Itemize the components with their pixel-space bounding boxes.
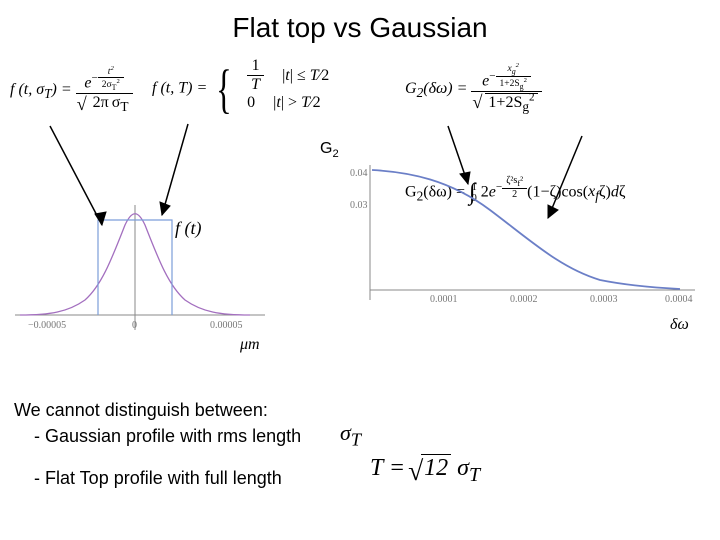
page-title: Flat top vs Gaussian xyxy=(0,12,720,44)
left-xlabel: μm xyxy=(240,336,260,354)
right-xtick-1: 0.0002 xyxy=(510,294,538,305)
left-xtick-2: 0.00005 xyxy=(210,320,243,331)
right-xtick-3: 0.0004 xyxy=(665,294,693,305)
conclusion-line3: - Flat Top profile with full length xyxy=(14,468,282,489)
formula-g2-gaussian: G2(δω) = e−xg21+2Sg2 1+2Sg2 xyxy=(405,62,542,116)
formula-gaussian-time: f (t, σT) = e−t22σT2 2πσT xyxy=(10,65,133,115)
ft-label: f (t) xyxy=(175,218,202,239)
g2-exponent: −xg21+2Sg2 xyxy=(489,70,531,82)
gaussian-denominator: 2πσT xyxy=(76,94,133,115)
g2-label: G2 xyxy=(320,140,339,160)
right-xlabel: δω xyxy=(670,316,689,334)
brace-icon: { xyxy=(216,62,232,116)
arrow-to-rect xyxy=(150,120,210,220)
formula-lhs: f (t, σT) = xyxy=(10,81,72,98)
arrow-to-gaussian xyxy=(40,120,140,240)
T-equation: T = 12 σT xyxy=(370,455,480,487)
left-xtick-0: −0.00005 xyxy=(28,320,66,331)
right-xtick-2: 0.0003 xyxy=(590,294,618,305)
gaussian-exponent: −t22σT2 xyxy=(91,72,123,84)
right-ytick-0: 0.04 xyxy=(350,168,368,179)
formula-lhs: f (t, T) = xyxy=(152,80,207,97)
formula-flattop-time: f (t, T) = { 1T|t| ≤ T⁄20|t| > T⁄2 xyxy=(152,62,329,116)
left-xtick-1: 0 xyxy=(132,320,137,331)
formula-lhs: G2(δω) = xyxy=(405,80,467,97)
conclusion-line2: - Gaussian profile with rms length xyxy=(14,426,301,447)
arrow-right-2 xyxy=(540,130,600,230)
conclusion-line1: We cannot distinguish between: xyxy=(14,400,268,421)
g2-denominator: 1+2Sg2 xyxy=(471,92,541,116)
right-xtick-0: 0.0001 xyxy=(430,294,458,305)
sigma-T: σT xyxy=(340,420,361,450)
arrow-right-1 xyxy=(440,120,500,200)
right-ytick-1: 0.03 xyxy=(350,200,368,211)
